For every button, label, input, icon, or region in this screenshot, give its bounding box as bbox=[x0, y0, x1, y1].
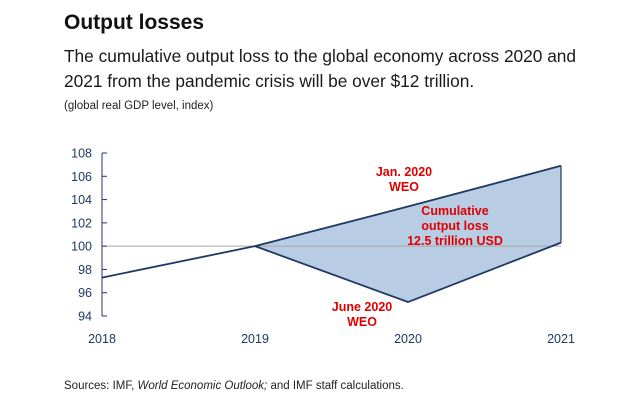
x-tick-label-2019: 2019 bbox=[241, 332, 269, 346]
chart-subtitle: The cumulative output loss to the global… bbox=[64, 46, 577, 91]
source-italic: World Economic Outlook; bbox=[137, 380, 268, 392]
x-tick-label-2018: 2018 bbox=[88, 332, 116, 346]
source-suffix: and IMF staff calculations. bbox=[267, 380, 404, 392]
y-tick-label-96: 96 bbox=[78, 286, 92, 300]
source-prefix: Sources: IMF, bbox=[64, 380, 138, 392]
y-tick-label-98: 98 bbox=[78, 263, 92, 277]
annotation-loss-2: output loss bbox=[421, 219, 488, 233]
y-tick-label-100: 100 bbox=[71, 240, 92, 254]
series-line-june-2020-weo bbox=[101, 241, 562, 303]
y-tick-label-104: 104 bbox=[71, 193, 92, 207]
series-line-jan-2020-weo bbox=[254, 164, 562, 248]
plot-area: 94 96 98 100 102 104 106 108 2018 2019 2020 2021 Jan… bbox=[71, 147, 575, 347]
annotation-jan-2020: Jan. 2020 bbox=[376, 165, 432, 179]
output-loss-area bbox=[255, 165, 561, 303]
y-tick-label-94: 94 bbox=[78, 310, 92, 324]
source-note: Sources: IMF, World Economic Outlook; an… bbox=[64, 380, 404, 392]
y-tick-label-108: 108 bbox=[71, 147, 92, 161]
annotation-june-2020: June 2020 bbox=[332, 300, 393, 314]
unit-label: (global real GDP level, index) bbox=[64, 100, 214, 112]
chart-title: Output losses bbox=[64, 11, 205, 34]
annotation-loss-3: 12.5 trillion USD bbox=[407, 234, 503, 248]
x-tick-label-2021: 2021 bbox=[547, 332, 575, 346]
y-tick-label-106: 106 bbox=[71, 170, 92, 184]
y-tick-label-102: 102 bbox=[71, 216, 92, 230]
annotation-june-weo: WEO bbox=[347, 315, 377, 329]
x-tick-label-2020: 2020 bbox=[394, 332, 422, 346]
annotation-loss-1: Cumulative bbox=[421, 204, 488, 218]
annotation-jan-weo: WEO bbox=[389, 180, 419, 194]
